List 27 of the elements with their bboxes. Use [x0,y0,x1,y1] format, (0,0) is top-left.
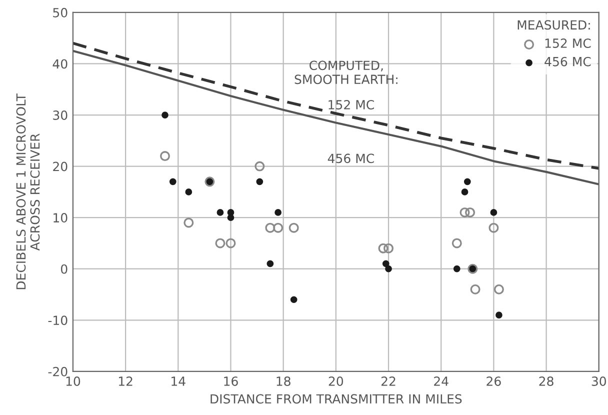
x-tick-label: 22 [381,376,396,386]
x-tick-label: 16 [224,376,238,386]
y-tick-label: 30 [53,110,68,120]
y-tick-label: 40 [52,59,68,69]
legend-title: MEASURED: [518,20,590,30]
x-tick-label: 26 [486,376,501,386]
x-tick-label: 28 [539,376,554,386]
annotation: COMPUTED, SMOOTH EARTH: [294,60,398,84]
x-axis-title: DISTANCE FROM TRANSMITTER IN MILES [210,394,462,404]
x-tick-label: 24 [434,376,448,386]
y-tick-label: 0 [60,264,68,274]
y-axis-title: DECIBELS ABOVE 1 MICROVOLT ACROSS RECEIVER [16,94,40,290]
legend-label: 456 MC [544,56,591,66]
x-tick-label: 10 [66,376,80,386]
series-label: 456 MC [328,154,374,164]
x-tick-label: 14 [172,376,186,386]
y-tick-label: 10 [54,213,68,223]
y-tick-label: -10 [48,316,68,326]
legend-label: 152 MC [545,38,591,48]
y-tick-label: 20 [53,162,68,172]
series-label: 152 MC [328,100,374,110]
x-tick-label: 12 [118,376,132,386]
y-tick-label: 50 [53,8,68,18]
x-tick-label: 18 [276,376,290,386]
y-tick-label: -20 [48,366,68,376]
x-tick-label: 30 [592,376,606,386]
x-tick-label: 20 [328,376,344,386]
